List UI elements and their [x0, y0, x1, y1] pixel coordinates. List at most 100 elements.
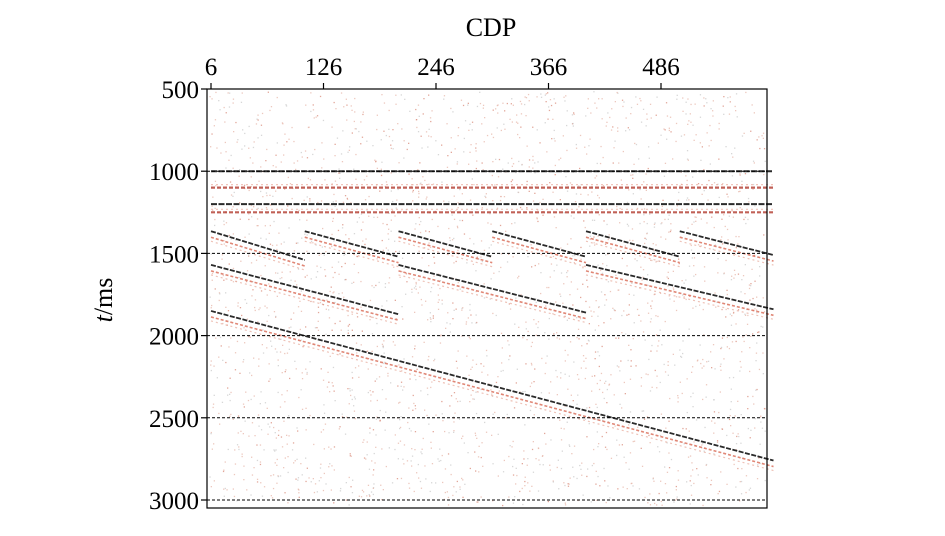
noise-speck	[309, 200, 311, 202]
noise-speck	[211, 448, 213, 450]
noise-speck	[305, 429, 307, 431]
noise-speck	[239, 307, 242, 309]
noise-speck	[703, 334, 705, 336]
noise-speck	[230, 413, 232, 416]
noise-speck	[349, 453, 351, 455]
noise-speck	[277, 434, 280, 436]
noise-speck	[320, 463, 322, 465]
noise-speck	[744, 216, 747, 218]
noise-speck	[591, 464, 593, 467]
noise-speck	[414, 228, 416, 230]
noise-speck	[426, 387, 429, 389]
noise-speck	[500, 332, 503, 334]
noise-speck	[689, 113, 691, 115]
noise-speck	[475, 363, 478, 365]
noise-speck	[331, 465, 333, 467]
noise-speck	[605, 125, 607, 127]
noise-speck	[316, 265, 318, 267]
noise-speck	[641, 279, 643, 281]
noise-speck	[445, 327, 447, 329]
noise-speck	[687, 456, 690, 458]
noise-speck	[238, 446, 240, 448]
noise-speck	[712, 248, 714, 250]
noise-speck	[516, 474, 518, 477]
noise-speck	[554, 102, 557, 104]
noise-speck	[599, 162, 602, 165]
noise-speck	[747, 197, 750, 200]
noise-speck	[463, 233, 466, 235]
noise-speck	[372, 391, 374, 393]
noise-speck	[623, 456, 625, 458]
noise-speck	[305, 407, 307, 409]
noise-speck	[566, 243, 569, 245]
noise-speck	[418, 115, 420, 117]
noise-speck	[467, 102, 469, 104]
noise-speck	[701, 146, 703, 148]
noise-speck	[532, 200, 535, 202]
event-lobe	[585, 270, 774, 317]
noise-speck	[330, 448, 332, 450]
noise-speck	[211, 272, 214, 275]
noise-speck	[216, 147, 218, 149]
noise-speck	[342, 224, 344, 226]
noise-speck	[290, 279, 292, 281]
noise-speck	[717, 272, 719, 274]
noise-speck	[344, 195, 347, 197]
noise-speck	[299, 219, 301, 221]
noise-speck	[552, 481, 554, 483]
noise-speck	[492, 500, 494, 502]
noise-speck	[346, 104, 348, 106]
noise-speck	[213, 365, 215, 367]
noise-speck	[304, 233, 306, 235]
noise-speck	[738, 435, 740, 438]
noise-speck	[530, 362, 533, 365]
noise-speck	[578, 185, 580, 187]
noise-speck	[329, 391, 331, 393]
noise-speck	[334, 322, 336, 325]
noise-speck	[211, 133, 213, 135]
noise-speck	[516, 368, 518, 370]
noise-speck	[587, 468, 589, 470]
noise-speck	[209, 296, 211, 298]
noise-speck	[353, 263, 355, 265]
noise-speck	[569, 341, 572, 343]
noise-speck	[348, 238, 350, 240]
noise-speck	[315, 244, 317, 246]
noise-speck	[253, 141, 255, 143]
noise-speck	[364, 243, 366, 246]
noise-speck	[643, 214, 645, 216]
noise-speck	[253, 467, 255, 469]
noise-speck	[406, 281, 408, 283]
noise-speck	[703, 169, 705, 171]
noise-speck	[413, 287, 416, 289]
noise-speck	[760, 415, 762, 417]
noise-speck	[582, 355, 585, 357]
noise-speck	[618, 337, 620, 339]
noise-speck	[606, 264, 608, 267]
noise-speck	[265, 207, 268, 209]
noise-speck	[594, 102, 596, 104]
noise-speck	[258, 180, 260, 182]
noise-speck	[252, 162, 254, 164]
x-tick-label: 246	[417, 54, 455, 81]
noise-speck	[747, 395, 749, 398]
noise-speck	[421, 147, 423, 149]
noise-speck	[712, 110, 714, 112]
noise-speck	[737, 273, 740, 275]
noise-speck	[681, 280, 683, 282]
noise-speck	[490, 244, 492, 246]
noise-speck	[535, 458, 537, 460]
noise-speck	[382, 222, 384, 225]
noise-speck	[323, 448, 325, 450]
noise-speck	[423, 98, 425, 100]
noise-speck	[353, 281, 355, 283]
noise-speck	[598, 306, 600, 309]
noise-speck	[256, 444, 258, 446]
noise-speck	[762, 297, 764, 299]
noise-speck	[675, 309, 678, 312]
noise-speck	[368, 468, 371, 470]
noise-speck	[323, 472, 325, 475]
noise-speck	[494, 411, 496, 414]
noise-speck	[458, 418, 461, 420]
noise-speck	[446, 166, 449, 168]
